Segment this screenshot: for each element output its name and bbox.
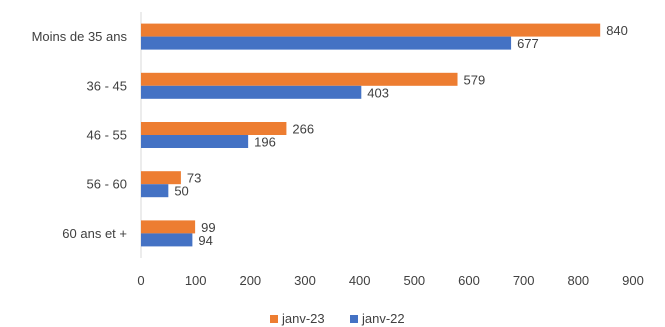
- bar: [141, 233, 193, 247]
- bar: [141, 220, 196, 234]
- x-tick-label: 900: [622, 273, 644, 288]
- category-label: 56 - 60: [87, 177, 127, 192]
- bar: [141, 184, 169, 198]
- x-tick-label: 0: [137, 273, 144, 288]
- data-label: 403: [367, 85, 389, 100]
- x-tick-label: 400: [349, 273, 371, 288]
- legend: janv-23 janv-22: [270, 311, 405, 326]
- legend-swatch: [270, 315, 278, 323]
- x-tick-label: 700: [513, 273, 535, 288]
- x-tick-label: 600: [458, 273, 480, 288]
- data-label: 50: [174, 184, 188, 199]
- bar: [141, 171, 181, 185]
- category-label: 46 - 55: [87, 128, 127, 143]
- legend-label: janv-22: [361, 311, 405, 326]
- x-tick-label: 300: [294, 273, 316, 288]
- data-label: 579: [464, 72, 486, 87]
- legend-label: janv-23: [281, 311, 325, 326]
- category-label: 36 - 45: [87, 78, 127, 93]
- bar: [141, 85, 362, 99]
- x-tick-label: 500: [403, 273, 425, 288]
- x-tick-label: 200: [239, 273, 261, 288]
- data-label: 99: [201, 220, 215, 235]
- data-label: 266: [292, 122, 314, 137]
- category-label: Moins de 35 ans: [32, 29, 128, 44]
- bar: [141, 135, 249, 148]
- bar: [141, 122, 287, 135]
- x-tick-label: 100: [185, 273, 207, 288]
- data-label: 840: [606, 23, 628, 38]
- x-tick-label: 800: [567, 273, 589, 288]
- data-label: 73: [187, 171, 201, 186]
- plot-area: Moins de 35 ans 840 677 36 - 45 579 403 46 - 5…: [32, 12, 644, 288]
- bar: [141, 23, 601, 37]
- legend-swatch: [350, 315, 358, 323]
- bar: [141, 72, 458, 86]
- data-label: 196: [254, 135, 276, 150]
- data-label: 94: [198, 233, 212, 248]
- category-label: 60 ans et +: [62, 226, 127, 241]
- bar: [141, 36, 512, 50]
- data-label: 677: [517, 36, 539, 51]
